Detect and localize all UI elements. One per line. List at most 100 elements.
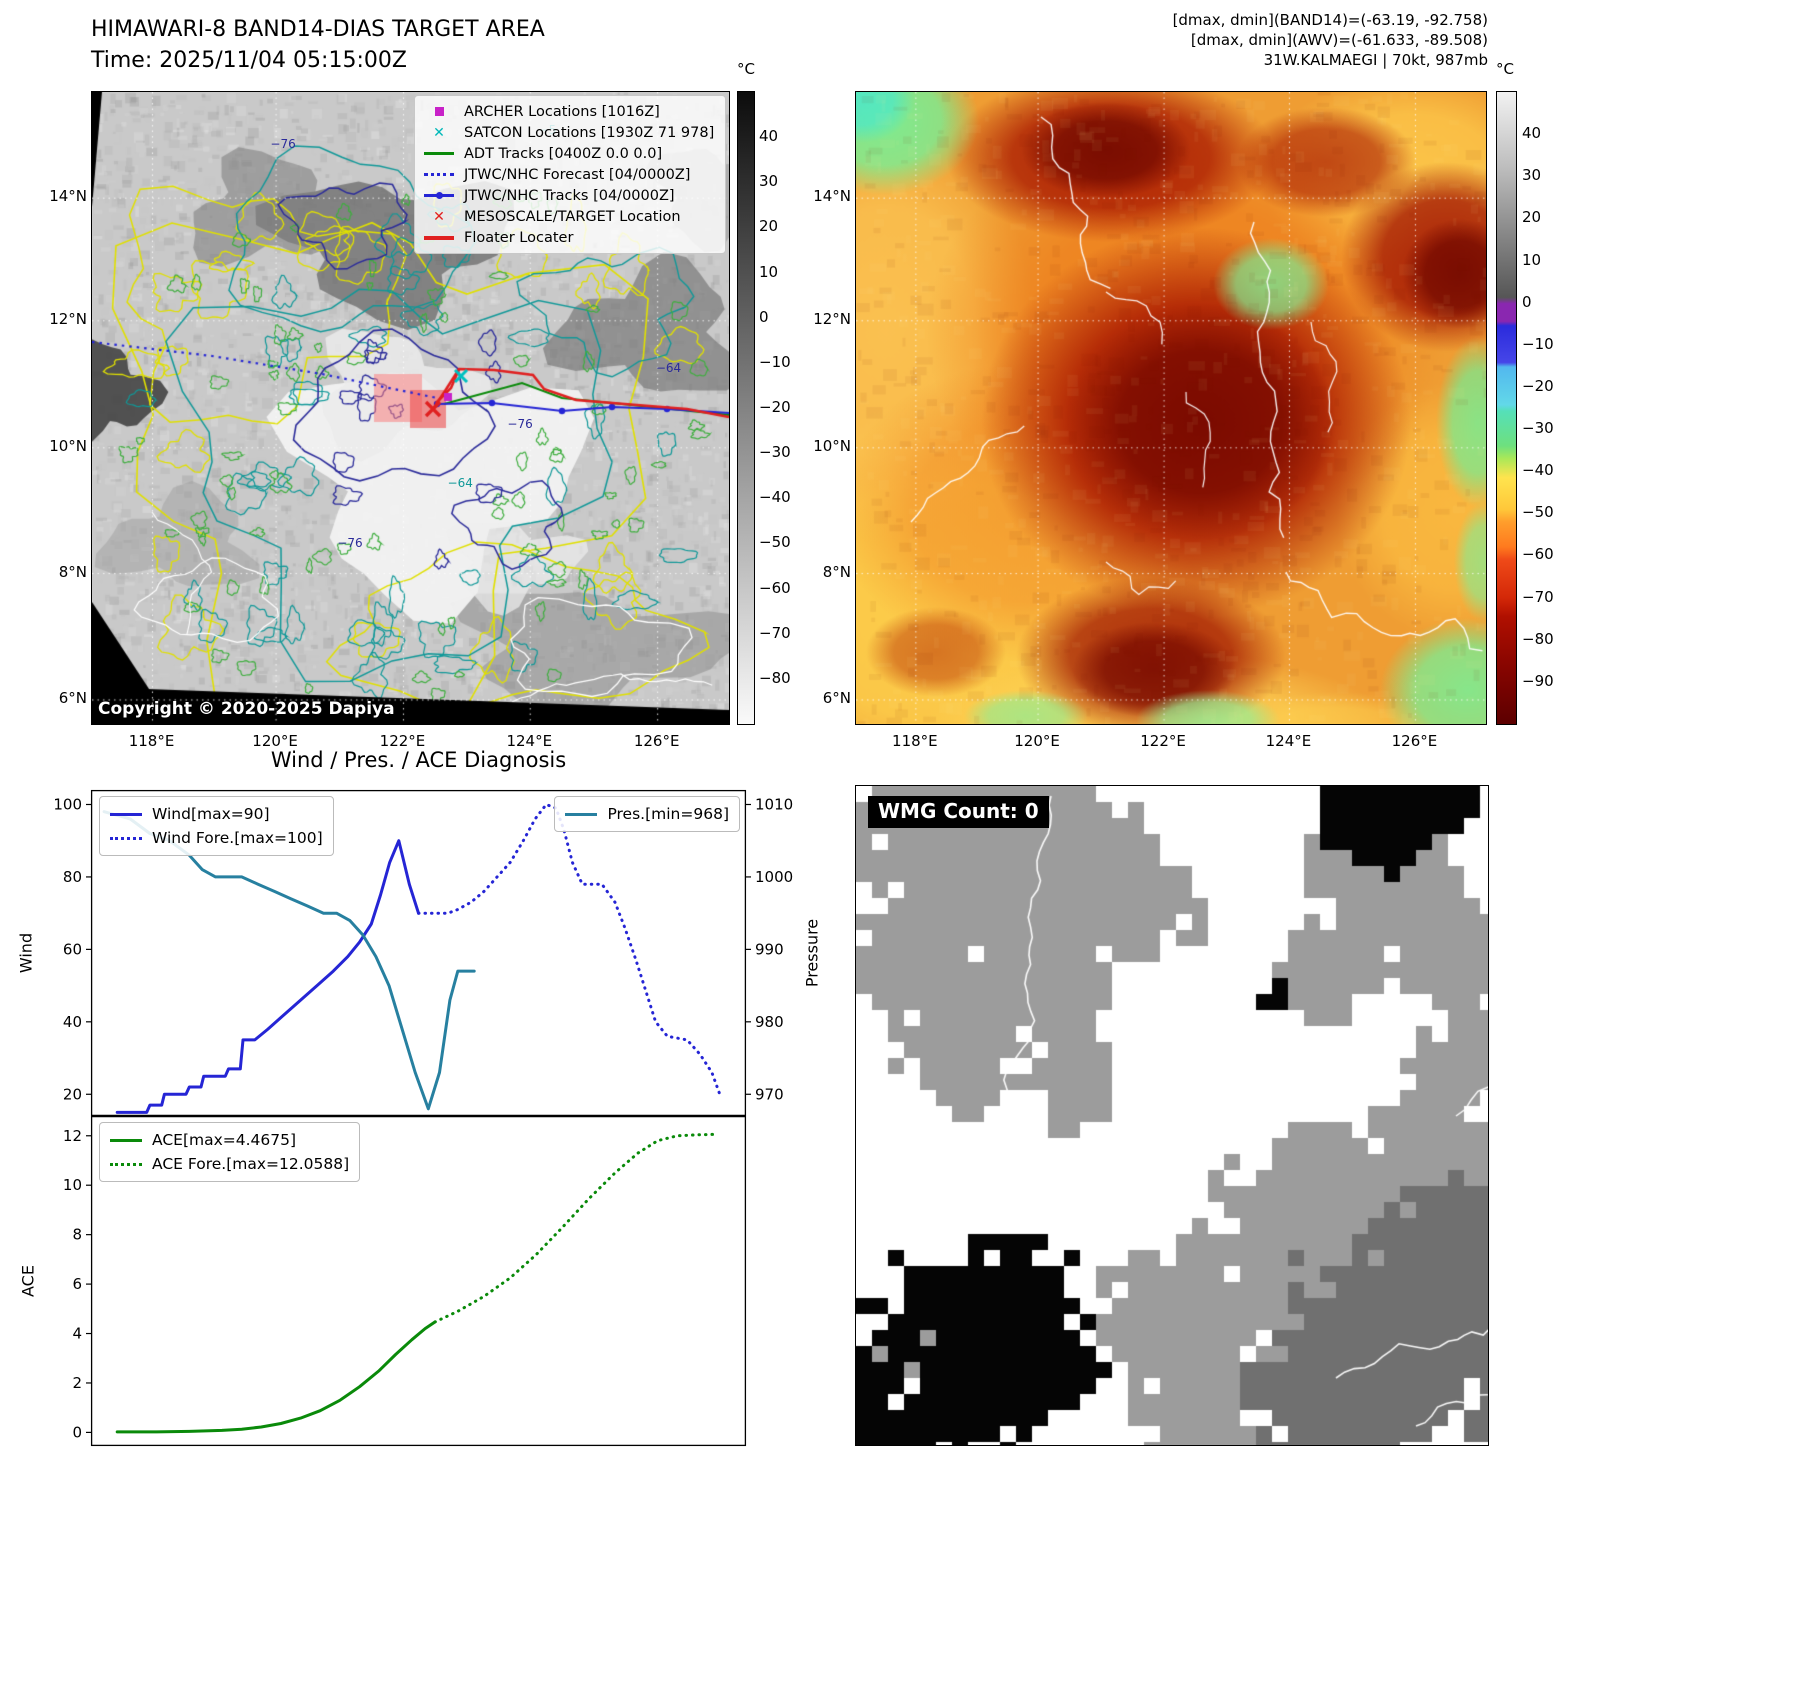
awv-lat-tick: 12°N (813, 309, 851, 328)
colorbar-tick-label: 20 (759, 217, 779, 236)
colorbar-tick-label: −30 (759, 443, 791, 462)
awv-header-line: 31W.KALMAEGI | 70kt, 987mb (1263, 51, 1488, 69)
awv-lon-tick: 120°E (1014, 732, 1060, 750)
diagnosis-title: Wind / Pres. / ACE Diagnosis (270, 748, 567, 772)
band14-map: −76−5−64−76−64−76 ARCHER Locations [1016… (91, 91, 730, 725)
colorbar-tick-label: −40 (1522, 461, 1554, 480)
colorbar-tick-label: 20 (1522, 208, 1542, 227)
awv-lon-tick: 124°E (1265, 732, 1312, 750)
awv-lat-tick: 10°N (813, 436, 851, 455)
axis-tick-label: 100 (53, 795, 82, 813)
colorbar-tick-label: 0 (759, 307, 769, 326)
colorbar-tick-label: −30 (1522, 419, 1554, 438)
legend-item: ARCHER Locations [1016Z] (423, 101, 717, 122)
colorbar-tick-label: −60 (1522, 545, 1554, 564)
band14-title-block: HIMAWARI-8 BAND14-DIAS TARGET AREA Time:… (91, 14, 545, 76)
colorbar-tick-label: −50 (1522, 503, 1554, 522)
legend-item: Pres.[min=968] (565, 802, 729, 826)
series-ACE Fore.[max=12.0588] (433, 1132, 718, 1324)
colorbar-tick-label: −10 (759, 352, 791, 371)
colorbar-tick-label: 30 (1522, 166, 1542, 185)
pressure-line-sample-icon (565, 812, 598, 816)
awv-header-line: [dmax, dmin](BAND14)=(-63.19, -92.758) (1172, 11, 1488, 29)
axis-tick-label: 12 (63, 1127, 82, 1145)
red-line-icon (423, 231, 455, 245)
magenta-square-icon (423, 105, 455, 119)
legend-item-label: JTWC/NHC Forecast [04/0000Z] (464, 166, 691, 183)
axis-tick-label: 4 (72, 1325, 82, 1343)
ace-forecast-legend-label: ACE Fore.[max=12.0588] (152, 1155, 350, 1173)
series-Wind[max=90] (115, 839, 420, 1114)
wmg-count-badge: WMG Count: 0 (868, 796, 1049, 828)
red-x-icon: ✕ (433, 208, 445, 225)
wind-line-sample-icon (110, 812, 142, 816)
colorbar-tick-label: −50 (759, 533, 791, 552)
wind-axis-label: Wind (16, 932, 36, 974)
legend-item-label: ARCHER Locations [1016Z] (464, 103, 660, 120)
colorbar-tick-label: −40 (759, 488, 791, 507)
band14-lon-tick: 118°E (128, 732, 175, 750)
axis-tick-label: 2 (72, 1374, 82, 1392)
axis-tick-label: 80 (63, 868, 82, 886)
awv-lon-tick: 118°E (892, 732, 938, 750)
axis-tick-label: 6 (72, 1275, 82, 1293)
ace-forecast-line-sample-icon (110, 1162, 142, 1166)
colorbar-tick-label: 30 (759, 172, 779, 191)
colorbar-tick-label: 40 (1522, 124, 1542, 143)
ace-legend: ACE[max=4.4675] ACE Fore.[max=12.0588] (99, 1122, 361, 1182)
awv-lon-tick: 122°E (1140, 732, 1186, 750)
band14-lat-tick: 12°N (49, 309, 87, 328)
wind-forecast-legend-label: Wind Fore.[max=100] (152, 829, 323, 847)
legend-item-label: SATCON Locations [1930Z 71 978] (464, 124, 715, 141)
band14-title: HIMAWARI-8 BAND14-DIAS TARGET AREA (91, 17, 545, 42)
ace-legend-label: ACE[max=4.4675] (152, 1131, 297, 1149)
colorbar-tick-label: −70 (1522, 587, 1554, 606)
colorbar-tick-label: 10 (759, 262, 779, 281)
axis-tick-label: 980 (755, 1013, 784, 1031)
legend-item: ACE[max=4.4675] (110, 1128, 349, 1152)
legend-item: JTWC/NHC Forecast [04/0000Z] (423, 164, 717, 185)
ace-line-sample-icon (110, 1138, 142, 1142)
awv-lat-tick: 6°N (822, 688, 851, 707)
awv-map (855, 91, 1487, 725)
axis-tick-label: 0 (72, 1423, 82, 1441)
band14-lon-tick: 126°E (633, 732, 680, 750)
wind-pressure-chart: 20 40 60 80 100 970 980 990 1000 1010 (53, 789, 793, 1117)
colorbar-tick-label: −60 (759, 578, 791, 597)
wind-legend-label: Wind[max=90] (152, 805, 270, 823)
awv-lat-tick: 14°N (813, 187, 851, 206)
band14-lat-tick: 14°N (49, 187, 87, 206)
band14-lon-tick: 122°E (379, 732, 426, 750)
pressure-axis-label: Pressure (802, 918, 822, 988)
ace-chart: 0 2 4 6 8 10 12 (63, 1115, 747, 1447)
awv-lon-tick: 126°E (1391, 732, 1438, 750)
legend-item: Wind[max=90] (110, 802, 323, 826)
axis-tick-label: 970 (755, 1085, 784, 1103)
band14-lat-tick: 8°N (58, 562, 87, 581)
axis-tick-label: 1000 (755, 868, 793, 886)
legend-item: Wind Fore.[max=100] (110, 826, 323, 850)
band14-lon-tick: 124°E (506, 732, 553, 750)
legend-item: ACE Fore.[max=12.0588] (110, 1152, 349, 1176)
series-Pres.[min=968] (102, 810, 476, 1111)
pressure-legend: Pres.[min=968] (554, 796, 740, 832)
axis-tick-label: 20 (63, 1085, 82, 1103)
series-Wind Fore.[max=100] (417, 803, 722, 1096)
band14-lat-tick: 6°N (58, 688, 87, 707)
axis-tick-label: 8 (72, 1226, 82, 1244)
colorbar-tick-label: −80 (759, 668, 791, 687)
legend-item: ✕ MESOSCALE/TARGET Location (423, 206, 717, 227)
series-ACE[max=4.4675] (115, 1320, 437, 1434)
legend-item: ADT Tracks [0400Z 0.0 0.0] (423, 143, 717, 164)
colorbar-tick-label: 10 (1522, 250, 1542, 269)
colorbar-tick-label: 40 (759, 127, 779, 146)
legend-item-label: JTWC/NHC Tracks [04/0000Z] (464, 187, 675, 204)
legend-item-label: ADT Tracks [0400Z 0.0 0.0] (464, 145, 663, 162)
pressure-legend-label: Pres.[min=968] (607, 805, 729, 823)
legend-item-label: MESOSCALE/TARGET Location (464, 208, 681, 225)
awv-header: [dmax, dmin](BAND14)=(-63.19, -92.758) [d… (1000, 10, 1488, 70)
band14-lon-tick: 120°E (252, 732, 298, 750)
awv-lat-tick: 8°N (822, 562, 851, 581)
cyan-x-icon: ✕ (433, 124, 445, 141)
